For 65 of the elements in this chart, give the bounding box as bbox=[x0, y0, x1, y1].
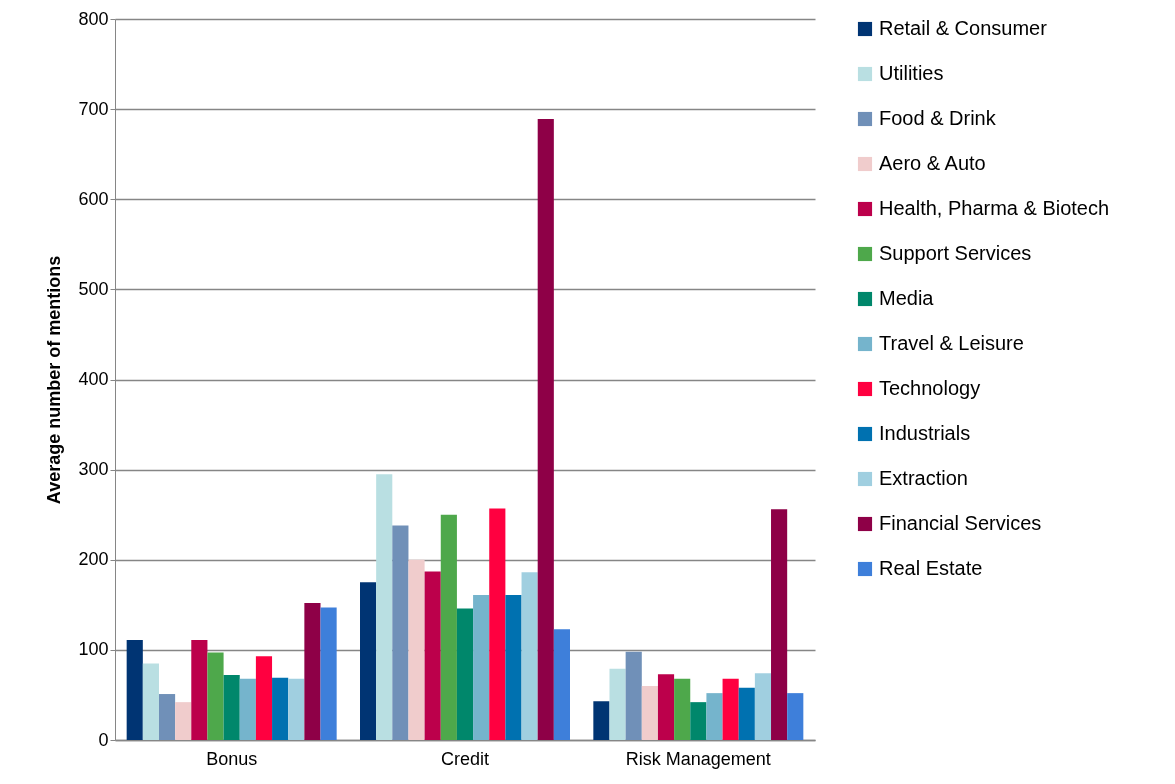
bar bbox=[158, 694, 176, 740]
legend-label: Utilities bbox=[879, 62, 944, 84]
legend-label: Real Estate bbox=[879, 557, 983, 579]
y-tick-label: 100 bbox=[78, 639, 109, 660]
legend-label: Support Services bbox=[879, 242, 1032, 264]
bar bbox=[207, 652, 224, 740]
bar bbox=[288, 678, 305, 740]
legend-label: Food & Drink bbox=[879, 107, 997, 129]
bar bbox=[376, 474, 393, 740]
legend-label: Extraction bbox=[879, 467, 968, 489]
x-tick-label: Risk Management bbox=[625, 748, 771, 769]
legend-label: Technology bbox=[879, 377, 981, 399]
x-tick-label: Credit bbox=[440, 748, 490, 769]
bar bbox=[126, 639, 143, 740]
bar bbox=[641, 685, 658, 740]
y-tick-label: 0 bbox=[98, 729, 109, 750]
bar bbox=[609, 668, 626, 740]
bar bbox=[360, 582, 377, 740]
bar bbox=[320, 607, 337, 740]
bar bbox=[505, 594, 522, 740]
bar bbox=[408, 559, 425, 740]
y-tick-label: 200 bbox=[78, 549, 109, 570]
y-tick-label: 800 bbox=[78, 8, 109, 29]
bar bbox=[304, 603, 321, 740]
y-tick-label: 400 bbox=[78, 369, 109, 389]
bar bbox=[521, 572, 538, 740]
bar bbox=[473, 594, 490, 740]
bar bbox=[738, 687, 755, 740]
legend-label: Aero & Auto bbox=[879, 152, 986, 174]
legend-label: Retail & Consumer bbox=[879, 17, 1048, 39]
bar bbox=[674, 678, 691, 740]
bar bbox=[223, 675, 240, 740]
legend-label: Financial Services bbox=[879, 512, 1042, 534]
bar bbox=[191, 639, 208, 740]
bar bbox=[489, 508, 506, 740]
y-tick-label: 700 bbox=[78, 98, 109, 119]
bar bbox=[657, 674, 675, 740]
bar bbox=[706, 693, 723, 740]
bar bbox=[593, 701, 610, 740]
bar bbox=[771, 509, 788, 740]
legend-label: Health, Pharma & Biotech bbox=[879, 197, 1110, 219]
bar bbox=[690, 702, 707, 740]
y-axis-title: Average number of mentions bbox=[44, 255, 65, 505]
bar bbox=[625, 651, 642, 740]
bar bbox=[722, 678, 739, 740]
y-tick-label: 300 bbox=[78, 459, 109, 480]
bar bbox=[754, 673, 772, 740]
bar bbox=[239, 678, 256, 740]
y-tick-label: 600 bbox=[78, 188, 109, 209]
bar bbox=[787, 693, 804, 740]
y-tick-label: 500 bbox=[78, 278, 109, 299]
bar bbox=[537, 119, 554, 740]
bar bbox=[553, 629, 570, 740]
bar bbox=[255, 656, 273, 740]
bar bbox=[424, 571, 441, 740]
legend-label: Travel & Leisure bbox=[879, 332, 1024, 354]
legend-label: Media bbox=[879, 287, 935, 309]
bar bbox=[142, 663, 159, 740]
legend-label: Industrials bbox=[879, 422, 971, 444]
bar bbox=[272, 677, 289, 740]
bar bbox=[440, 514, 457, 740]
bar bbox=[392, 525, 409, 740]
x-tick-label: Bonus bbox=[206, 748, 258, 769]
bar bbox=[456, 608, 474, 740]
bar bbox=[175, 702, 192, 740]
